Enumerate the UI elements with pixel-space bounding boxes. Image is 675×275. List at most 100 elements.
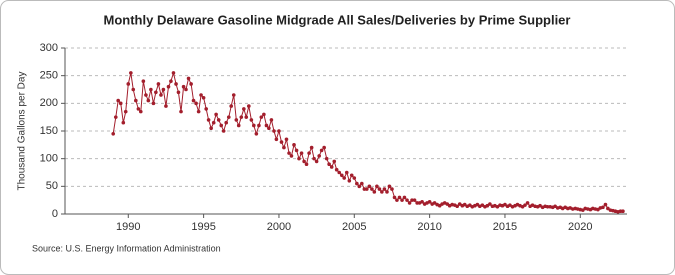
x-tick-label: 2000 — [267, 221, 291, 233]
data-point — [206, 118, 211, 122]
data-point — [196, 109, 201, 114]
data-point — [462, 202, 467, 207]
data-point — [427, 200, 432, 204]
data-point — [314, 159, 319, 164]
data-point — [242, 107, 246, 111]
data-point — [282, 145, 286, 150]
data-point — [405, 198, 409, 202]
x-tick-label: 1995 — [191, 221, 215, 233]
data-point — [118, 101, 123, 106]
data-point — [181, 84, 186, 89]
data-point — [603, 202, 608, 207]
y-tick-label: 50 — [46, 180, 58, 192]
data-point — [457, 202, 462, 206]
data-point — [201, 96, 206, 100]
data-point — [606, 206, 610, 211]
data-point — [420, 200, 424, 204]
data-point — [244, 115, 249, 119]
data-point — [159, 93, 163, 97]
data-point — [377, 187, 382, 191]
data-point — [380, 190, 384, 194]
data-point — [317, 154, 321, 158]
x-tick-label: 1990 — [116, 221, 140, 233]
data-point — [309, 145, 314, 150]
data-point — [209, 126, 213, 131]
data-point — [166, 84, 171, 89]
data-point — [191, 98, 196, 103]
y-tick-label: 0 — [52, 208, 58, 220]
data-point — [129, 71, 133, 75]
data-point — [364, 187, 369, 191]
data-point — [525, 201, 530, 205]
data-point — [319, 148, 324, 153]
data-point — [264, 123, 269, 128]
data-point — [149, 87, 153, 92]
data-point — [367, 184, 372, 189]
data-point — [355, 181, 359, 186]
y-axis-label: Thousand Gallons per Day — [17, 72, 28, 191]
data-point — [138, 109, 143, 114]
data-point — [332, 159, 337, 164]
data-point — [352, 176, 357, 180]
data-point — [141, 79, 146, 83]
data-point — [116, 98, 120, 103]
data-point — [327, 162, 331, 166]
data-point — [179, 109, 183, 114]
data-point — [154, 90, 158, 95]
data-point — [339, 173, 344, 178]
data-point — [402, 195, 407, 200]
data-point — [397, 195, 402, 200]
data-point — [121, 120, 126, 125]
data-point — [156, 82, 161, 86]
data-point — [312, 156, 316, 161]
data-point — [545, 205, 550, 209]
data-point — [204, 107, 208, 111]
y-tick-label: 100 — [40, 153, 58, 165]
data-point — [390, 187, 394, 191]
data-point — [455, 204, 459, 209]
data-point — [254, 131, 259, 136]
data-point — [360, 181, 364, 186]
data-point — [274, 137, 279, 142]
data-point — [289, 154, 294, 158]
data-point — [174, 82, 178, 86]
data-point — [184, 87, 188, 92]
data-point — [375, 184, 379, 189]
data-point — [236, 123, 241, 128]
data-point — [538, 203, 542, 208]
data-point — [164, 104, 168, 108]
data-point — [412, 198, 417, 202]
data-point — [214, 112, 218, 117]
data-point — [113, 115, 118, 119]
data-point — [370, 187, 374, 191]
data-point — [111, 131, 116, 136]
data-point — [251, 123, 256, 128]
data-point — [262, 112, 266, 117]
data-point — [131, 87, 136, 92]
data-point — [410, 198, 414, 202]
data-point — [302, 159, 306, 164]
source: Source: U.S. Energy Information Administ… — [32, 243, 221, 253]
data-point — [189, 82, 193, 86]
data-point — [247, 104, 251, 108]
data-point — [342, 176, 346, 180]
x-tick-label: 2020 — [568, 221, 592, 233]
chart-title: Monthly Delaware Gasoline Midgrade All S… — [104, 12, 571, 27]
data-point — [395, 198, 399, 202]
x-tick-label: 2010 — [417, 221, 441, 233]
data-point — [322, 145, 326, 150]
data-point — [186, 76, 191, 81]
x-tick-label: 2015 — [493, 221, 517, 233]
data-point — [294, 148, 299, 153]
data-point — [488, 202, 492, 206]
data-point — [199, 93, 203, 97]
data-point — [211, 120, 216, 125]
data-point — [229, 104, 233, 108]
data-point — [269, 118, 274, 122]
data-point — [134, 98, 138, 103]
data-point — [621, 209, 625, 214]
data-point — [400, 198, 404, 202]
data-point — [226, 115, 231, 119]
